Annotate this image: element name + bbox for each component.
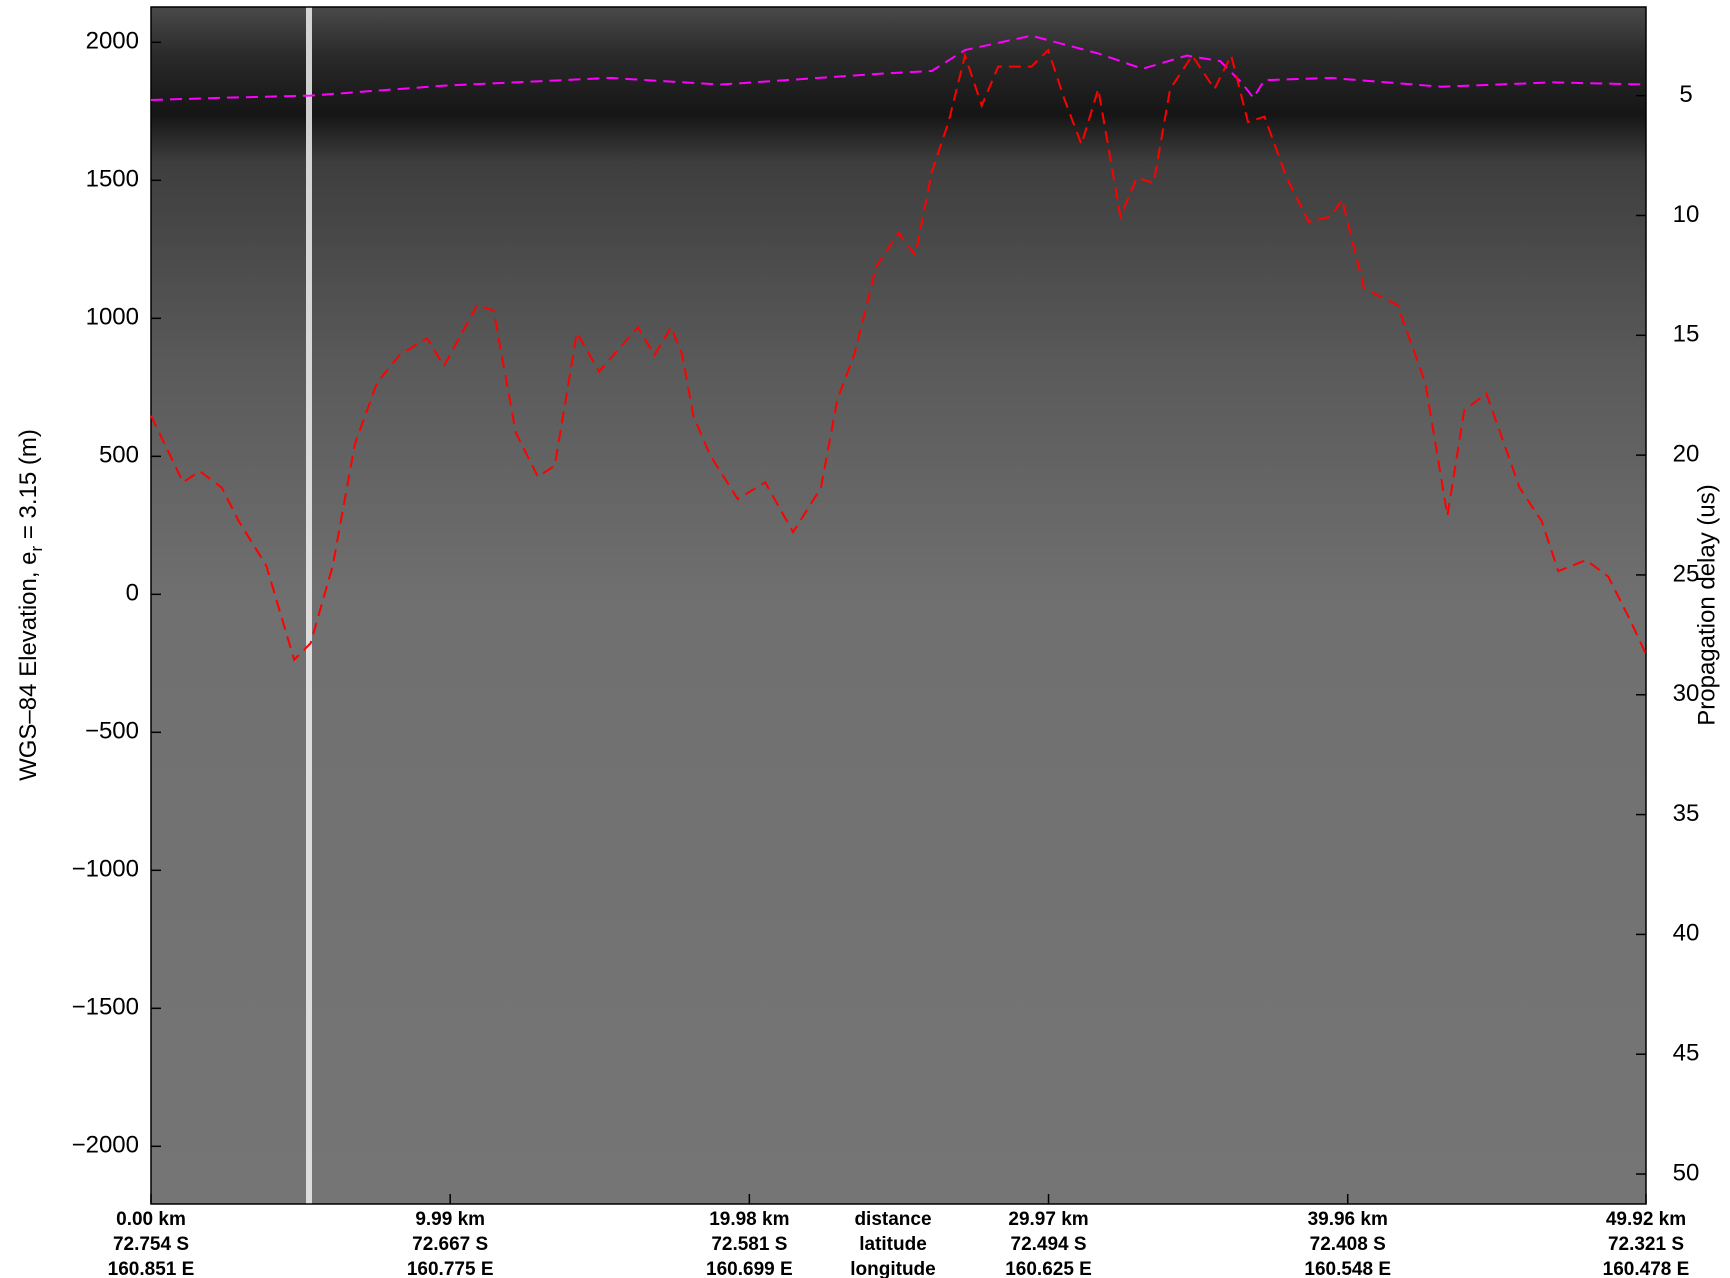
latitude-label: 72.754 S (113, 1234, 189, 1255)
y-tick-label: −1000 (72, 856, 139, 883)
x-tick-label: 0.00 km (116, 1209, 186, 1230)
radargram (151, 7, 1646, 1204)
y-tick-label: −500 (85, 718, 139, 745)
x-tick-label: 49.92 km (1606, 1209, 1686, 1230)
x-tick-label: 39.96 km (1308, 1209, 1388, 1230)
latitude-label: 72.494 S (1011, 1234, 1087, 1255)
y-tick-label: 2000 (86, 28, 139, 55)
y-label-subscript: r (27, 545, 46, 551)
y2-tick-label: 40 (1673, 920, 1700, 947)
x-tick-label: 9.99 km (415, 1209, 485, 1230)
row-label: latitude (859, 1234, 927, 1255)
y-tick-label: 0 (126, 580, 139, 607)
y2-tick-label: 25 (1673, 560, 1700, 587)
latitude-label: 72.408 S (1310, 1234, 1386, 1255)
y2-tick-label: 45 (1673, 1040, 1700, 1067)
longitude-label: 160.478 E (1603, 1259, 1690, 1278)
longitude-label: 160.548 E (1304, 1259, 1391, 1278)
y2-tick-label: 35 (1673, 800, 1700, 827)
longitude-label: 160.625 E (1005, 1259, 1092, 1278)
longitude-label: 160.775 E (407, 1259, 494, 1278)
layer-line (150, 34, 1647, 102)
y2-tick-label: 20 (1673, 440, 1700, 467)
y-tick-label: −1500 (72, 994, 139, 1021)
x-tick-label: 19.98 km (709, 1209, 789, 1230)
plot-frame (150, 6, 1647, 1205)
y-tick-label: 500 (99, 442, 139, 469)
row-label: longitude (850, 1259, 935, 1278)
longitude-label: 160.699 E (706, 1259, 793, 1278)
latitude-label: 72.321 S (1608, 1234, 1684, 1255)
streak (306, 7, 312, 1204)
y2-tick-label: 5 (1679, 81, 1692, 108)
latitude-label: 72.581 S (711, 1234, 787, 1255)
y-tick-label: −2000 (72, 1132, 139, 1159)
y2-axis-label: Propagation delay (us) (1693, 484, 1720, 725)
row-label: distance (854, 1209, 931, 1230)
x-tick-label: 29.97 km (1008, 1209, 1088, 1230)
y2-tick-label: 30 (1673, 680, 1700, 707)
y2-tick-label: 10 (1673, 201, 1700, 228)
y-tick-label: 1500 (86, 166, 139, 193)
latitude-label: 72.667 S (412, 1234, 488, 1255)
y2-tick-label: 50 (1673, 1159, 1700, 1186)
y-tick-label: 1000 (86, 304, 139, 331)
longitude-label: 160.851 E (108, 1259, 195, 1278)
y2-tick-label: 15 (1673, 321, 1700, 348)
y-label-part: = 3.15 (m) (15, 429, 42, 546)
y-axis-label: WGS–84 Elevation, er = 3.15 (m) (15, 429, 46, 781)
y-label-part: WGS–84 Elevation, e (15, 551, 42, 780)
